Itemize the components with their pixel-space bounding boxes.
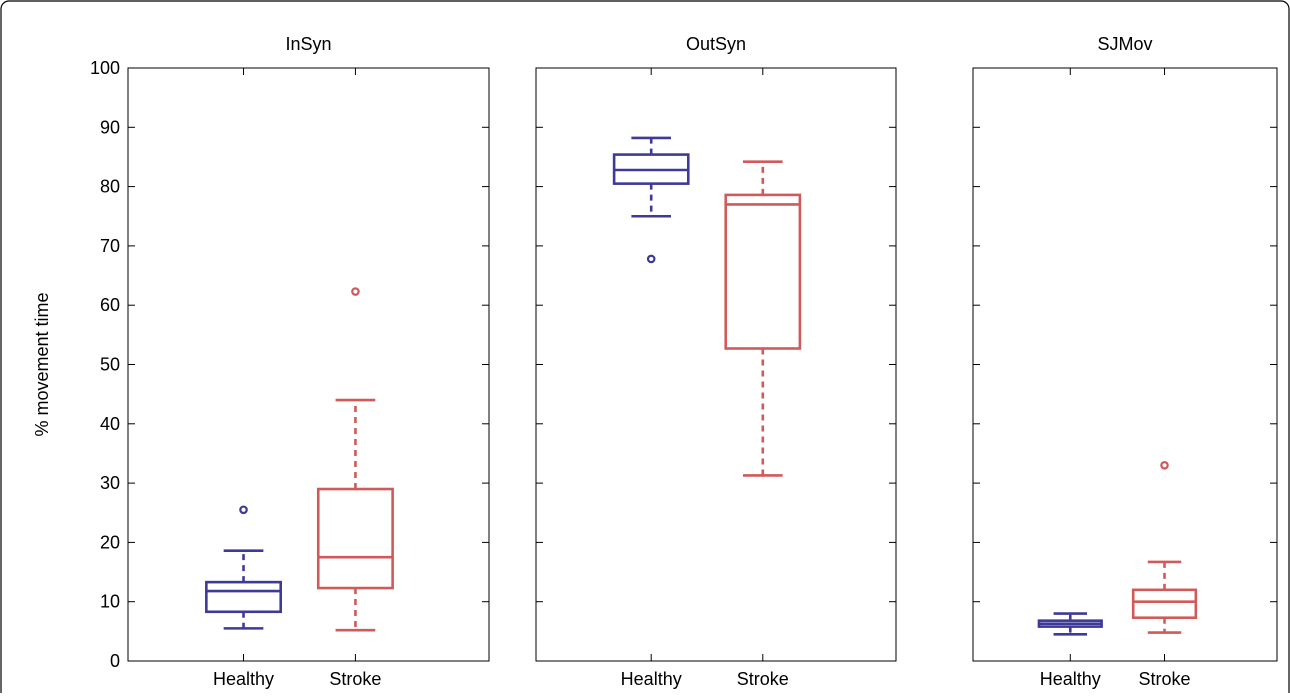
y-tick-label: 40 <box>100 414 120 434</box>
box-sjmov-stroke <box>1131 588 1198 620</box>
panel-axes-outsyn <box>535 67 897 662</box>
x-tick-label-stroke: Stroke <box>1139 669 1191 689</box>
y-tick-label: 70 <box>100 236 120 256</box>
y-tick-label: 20 <box>100 532 120 552</box>
box-insyn-healthy <box>205 580 283 614</box>
y-tick-label: 10 <box>100 592 120 612</box>
outlier-outsyn-healthy <box>646 254 656 264</box>
x-tick-label-stroke: Stroke <box>329 669 381 689</box>
y-tick-label: 60 <box>100 295 120 315</box>
outlier-insyn-healthy <box>239 505 248 515</box>
y-tick-label: 90 <box>100 117 120 137</box>
panel-title-sjmov: SJMov <box>1097 34 1152 54</box>
x-tick-label-stroke: Stroke <box>737 669 789 689</box>
y-axis-label: % movement time <box>32 292 52 436</box>
outlier-sjmov-stroke <box>1160 461 1169 470</box>
panel-axes-sjmov <box>972 67 1278 662</box>
panel-title-outsyn: OutSyn <box>686 34 746 54</box>
y-tick-label: 0 <box>110 651 120 671</box>
y-tick-label: 30 <box>100 473 120 493</box>
box-outsyn-stroke <box>724 193 802 350</box>
y-tick-label: 50 <box>100 355 120 375</box>
x-tick-label-healthy: Healthy <box>213 669 274 689</box>
y-tick-label: 100 <box>90 58 120 78</box>
panel-title-insyn: InSyn <box>285 34 331 54</box>
x-tick-label-healthy: Healthy <box>621 669 682 689</box>
panel-axes-insyn <box>127 67 490 662</box>
x-tick-label-healthy: Healthy <box>1040 669 1101 689</box>
box-insyn-stroke <box>316 487 394 590</box>
outlier-insyn-stroke <box>351 287 360 296</box>
y-tick-label: 80 <box>100 177 120 197</box>
